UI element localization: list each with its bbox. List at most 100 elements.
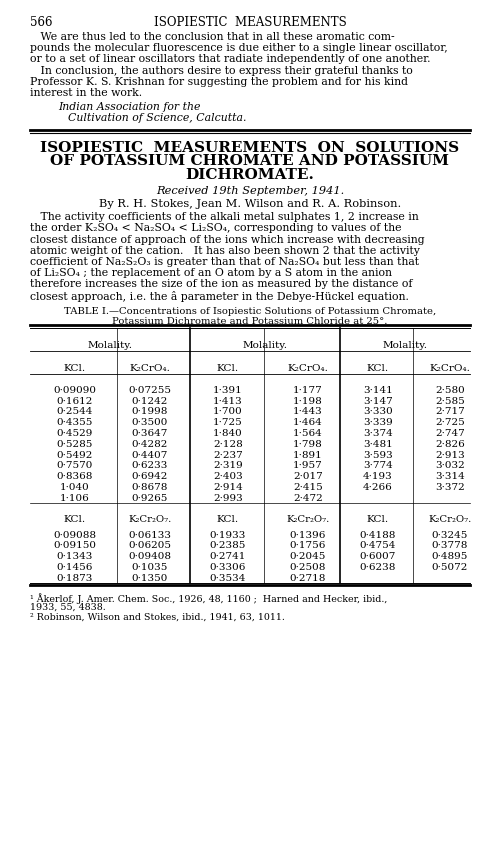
Text: 1·106: 1·106 <box>60 494 90 503</box>
Text: 0·3534: 0·3534 <box>210 574 246 583</box>
Text: 2·914: 2·914 <box>213 483 243 492</box>
Text: 0·4188: 0·4188 <box>360 531 396 539</box>
Text: 0·6942: 0·6942 <box>132 472 168 481</box>
Text: 2·128: 2·128 <box>213 440 243 449</box>
Text: 3·314: 3·314 <box>435 472 465 481</box>
Text: 1·443: 1·443 <box>293 407 323 416</box>
Text: TABLE I.—Concentrations of Isopiestic Solutions of Potassium Chromate,: TABLE I.—Concentrations of Isopiestic So… <box>64 307 436 315</box>
Text: 1·040: 1·040 <box>60 483 90 492</box>
Text: K₂Cr₂O₇.: K₂Cr₂O₇. <box>128 515 172 523</box>
Text: By R. H. Stokes, Jean M. Wilson and R. A. Robinson.: By R. H. Stokes, Jean M. Wilson and R. A… <box>99 199 401 209</box>
Text: 2·826: 2·826 <box>435 440 465 449</box>
Text: K₂Cr₂O₇.: K₂Cr₂O₇. <box>428 515 472 523</box>
Text: 0·09150: 0·09150 <box>54 542 96 550</box>
Text: pounds the molecular fluorescence is due either to a single linear oscillator,: pounds the molecular fluorescence is due… <box>30 43 448 53</box>
Text: DICHROMATE.: DICHROMATE. <box>186 167 314 182</box>
Text: Molality.: Molality. <box>88 341 132 350</box>
Text: 3·141: 3·141 <box>363 386 393 394</box>
Text: 0·4282: 0·4282 <box>132 440 168 449</box>
Text: 2·717: 2·717 <box>435 407 465 416</box>
Text: K₂CrO₄.: K₂CrO₄. <box>430 363 470 373</box>
Text: OF POTASSIUM CHROMATE AND POTASSIUM: OF POTASSIUM CHROMATE AND POTASSIUM <box>50 154 450 168</box>
Text: 0·09408: 0·09408 <box>128 552 172 561</box>
Text: KCl.: KCl. <box>367 363 389 373</box>
Text: 0·4407: 0·4407 <box>132 451 168 459</box>
Text: 0·8678: 0·8678 <box>132 483 168 492</box>
Text: ² Robinson, Wilson and Stokes, ibid., 1941, 63, 1011.: ² Robinson, Wilson and Stokes, ibid., 19… <box>30 613 285 622</box>
Text: ISOPIESTIC  MEASUREMENTS: ISOPIESTIC MEASUREMENTS <box>154 16 346 29</box>
Text: 0·6238: 0·6238 <box>360 563 396 572</box>
Text: 1·840: 1·840 <box>213 429 243 438</box>
Text: closest approach, i.e. the â parameter in the Debye-Hückel equation.: closest approach, i.e. the â parameter i… <box>30 290 409 302</box>
Text: 0·1242: 0·1242 <box>132 396 168 405</box>
Text: 0·1456: 0·1456 <box>57 563 93 572</box>
Text: 2·747: 2·747 <box>435 429 465 438</box>
Text: 1·725: 1·725 <box>213 418 243 427</box>
Text: Indian Association for the: Indian Association for the <box>58 103 201 112</box>
Text: 566: 566 <box>30 16 52 29</box>
Text: 2·415: 2·415 <box>293 483 323 492</box>
Text: of Li₂SO₄ ; the replacement of an O atom by a S atom in the anion: of Li₂SO₄ ; the replacement of an O atom… <box>30 268 392 278</box>
Text: KCl.: KCl. <box>217 363 239 373</box>
Text: 0·1350: 0·1350 <box>132 574 168 583</box>
Text: the order K₂SO₄ < Na₂SO₄ < Li₂SO₄, corresponding to values of the: the order K₂SO₄ < Na₂SO₄ < Li₂SO₄, corre… <box>30 224 402 233</box>
Text: KCl.: KCl. <box>217 515 239 523</box>
Text: We are thus led to the conclusion that in all these aromatic com-: We are thus led to the conclusion that i… <box>30 32 395 42</box>
Text: 1·177: 1·177 <box>293 386 323 394</box>
Text: 1·464: 1·464 <box>293 418 323 427</box>
Text: 4·193: 4·193 <box>363 472 393 481</box>
Text: 0·2741: 0·2741 <box>210 552 246 561</box>
Text: 1·413: 1·413 <box>213 396 243 405</box>
Text: 3·032: 3·032 <box>435 462 465 470</box>
Text: 1·391: 1·391 <box>213 386 243 394</box>
Text: 0·4754: 0·4754 <box>360 542 396 550</box>
Text: 0·2718: 0·2718 <box>290 574 326 583</box>
Text: 2·403: 2·403 <box>213 472 243 481</box>
Text: 0·6233: 0·6233 <box>132 462 168 470</box>
Text: 0·7570: 0·7570 <box>57 462 93 470</box>
Text: 0·9265: 0·9265 <box>132 494 168 503</box>
Text: 0·8368: 0·8368 <box>57 472 93 481</box>
Text: 0·09088: 0·09088 <box>54 531 96 539</box>
Text: KCl.: KCl. <box>367 515 389 523</box>
Text: 3·147: 3·147 <box>363 396 393 405</box>
Text: 1·564: 1·564 <box>293 429 323 438</box>
Text: 0·1343: 0·1343 <box>57 552 93 561</box>
Text: K₂CrO₄.: K₂CrO₄. <box>130 363 170 373</box>
Text: 3·374: 3·374 <box>363 429 393 438</box>
Text: K₂Cr₂O₇.: K₂Cr₂O₇. <box>286 515 330 523</box>
Text: 0·4529: 0·4529 <box>57 429 93 438</box>
Text: 2·725: 2·725 <box>435 418 465 427</box>
Text: Molality.: Molality. <box>382 341 428 350</box>
Text: 0·09090: 0·09090 <box>54 386 96 394</box>
Text: 2·472: 2·472 <box>293 494 323 503</box>
Text: ISOPIESTIC  MEASUREMENTS  ON  SOLUTIONS: ISOPIESTIC MEASUREMENTS ON SOLUTIONS <box>40 140 460 155</box>
Text: closest distance of approach of the ions which increase with decreasing: closest distance of approach of the ions… <box>30 235 424 245</box>
Text: 0·06133: 0·06133 <box>128 531 172 539</box>
Text: coefficient of Na₂S₂O₃ is greater than that of Na₂SO₄ but less than that: coefficient of Na₂S₂O₃ is greater than t… <box>30 257 419 267</box>
Text: Potassium Dichromate and Potassium Chloride at 25°.: Potassium Dichromate and Potassium Chlor… <box>112 317 388 326</box>
Text: 2·237: 2·237 <box>213 451 243 459</box>
Text: 3·774: 3·774 <box>363 462 393 470</box>
Text: Received 19th September, 1941.: Received 19th September, 1941. <box>156 186 344 196</box>
Text: 2·017: 2·017 <box>293 472 323 481</box>
Text: 1·700: 1·700 <box>213 407 243 416</box>
Text: 3·481: 3·481 <box>363 440 393 449</box>
Text: 0·1612: 0·1612 <box>57 396 93 405</box>
Text: 1·798: 1·798 <box>293 440 323 449</box>
Text: 1·891: 1·891 <box>293 451 323 459</box>
Text: 0·1756: 0·1756 <box>290 542 326 550</box>
Text: KCl.: KCl. <box>64 515 86 523</box>
Text: 3·593: 3·593 <box>363 451 393 459</box>
Text: ¹ Åkerlof, J. Amer. Chem. Soc., 1926, 48, 1160 ;  Harned and Hecker, ibid.,: ¹ Åkerlof, J. Amer. Chem. Soc., 1926, 48… <box>30 593 388 604</box>
Text: 3·372: 3·372 <box>435 483 465 492</box>
Text: 0·06205: 0·06205 <box>128 542 172 550</box>
Text: 0·1933: 0·1933 <box>210 531 246 539</box>
Text: 2·913: 2·913 <box>435 451 465 459</box>
Text: 0·4355: 0·4355 <box>57 418 93 427</box>
Text: 0·2045: 0·2045 <box>290 552 326 561</box>
Text: 0·4895: 0·4895 <box>432 552 468 561</box>
Text: K₂CrO₄.: K₂CrO₄. <box>288 363 329 373</box>
Text: 0·1396: 0·1396 <box>290 531 326 539</box>
Text: 0·2508: 0·2508 <box>290 563 326 572</box>
